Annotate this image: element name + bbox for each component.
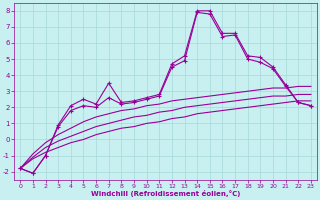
X-axis label: Windchill (Refroidissement éolien,°C): Windchill (Refroidissement éolien,°C)	[91, 190, 240, 197]
